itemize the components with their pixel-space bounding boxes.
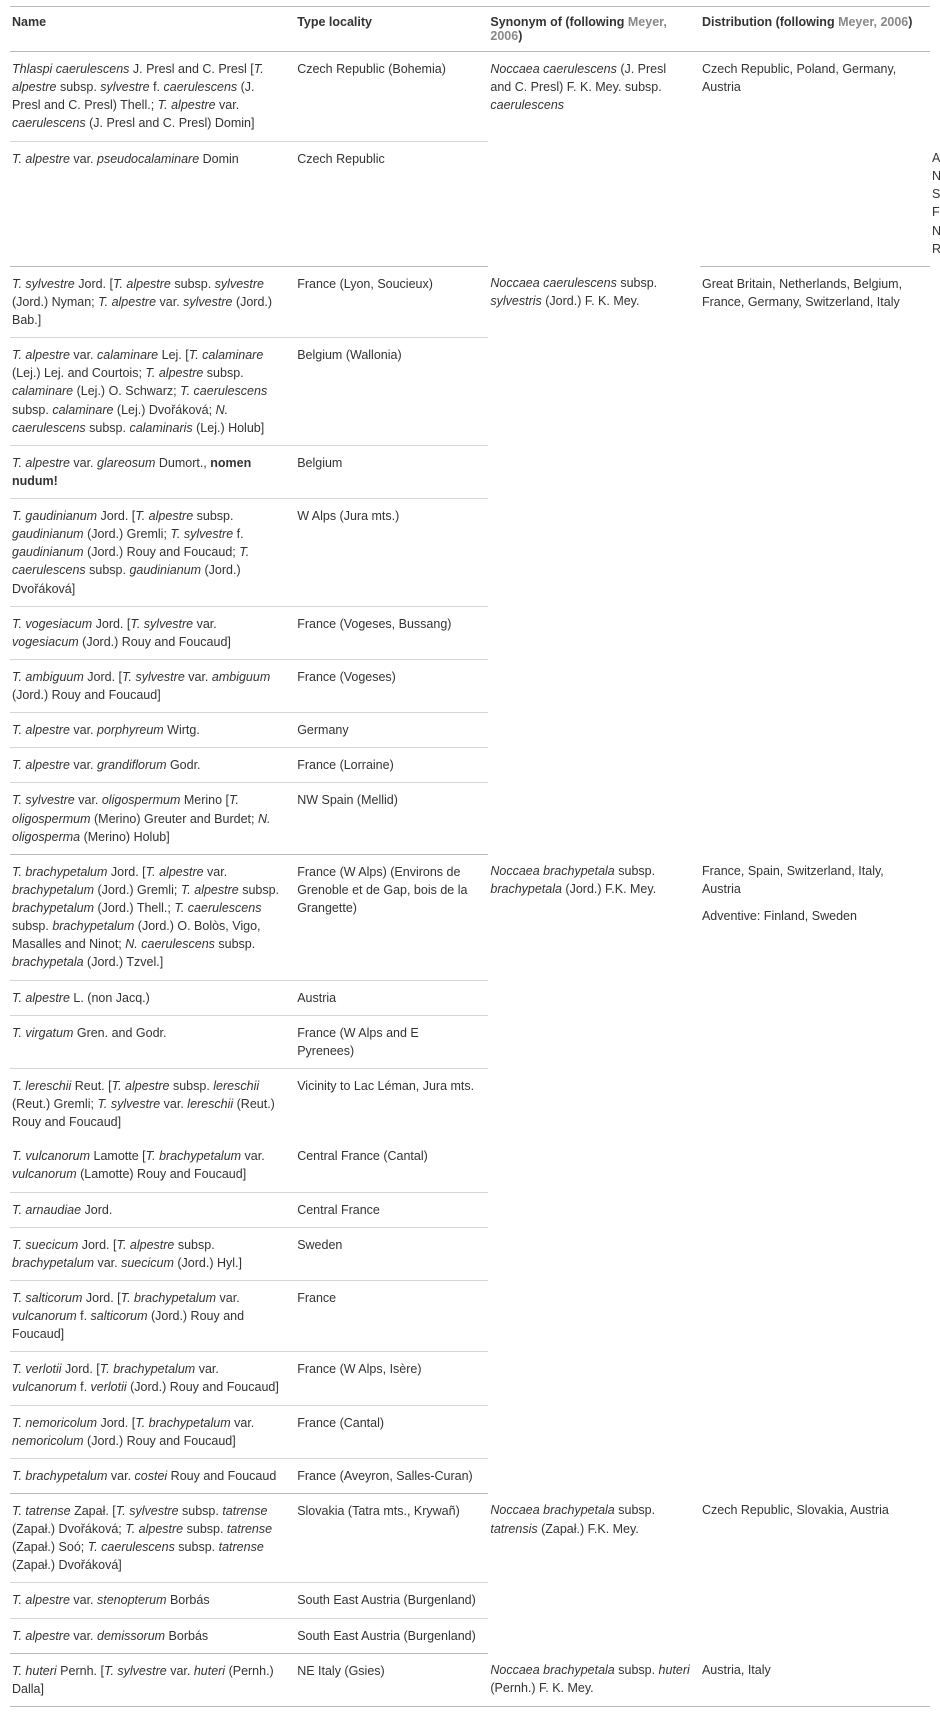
cell-name: T. brachypetalum var. costei Rouy and Fo… bbox=[10, 1458, 295, 1493]
cell-type-locality: France bbox=[295, 1280, 488, 1351]
cell-type-locality: Belgium (Wallonia) bbox=[295, 338, 488, 446]
cell-type-locality: NE Italy (Gsies) bbox=[295, 1653, 488, 1706]
cell-type-locality: NW Spain (Mellid) bbox=[295, 783, 488, 854]
cell-type-locality: Austria bbox=[295, 980, 488, 1015]
cell-name: T. salticorum Jord. [T. brachypetalum va… bbox=[10, 1280, 295, 1351]
header-synonym-prefix: Synonym of (following bbox=[490, 15, 628, 29]
cell-distribution: Czech Republic, Slovakia, Austria bbox=[700, 1493, 930, 1653]
cell-type-locality: France (W Alps and E Pyrenees) bbox=[295, 1015, 488, 1068]
header-distribution-prefix: Distribution (following bbox=[702, 15, 838, 29]
cell-type-locality: France (W Alps, Isère) bbox=[295, 1352, 488, 1405]
cell-type-locality: Slovakia (Tatra mts., Krywañ) bbox=[295, 1493, 488, 1583]
cell-name: T. nemoricolum Jord. [T. brachypetalum v… bbox=[10, 1405, 295, 1458]
cell-name: T. gaudinianum Jord. [T. alpestre subsp.… bbox=[10, 499, 295, 607]
header-distribution: Distribution (following Meyer, 2006) bbox=[700, 7, 930, 52]
cell-name: T. alpestre var. grandiflorum Godr. bbox=[10, 748, 295, 783]
header-synonym-suffix: ) bbox=[518, 29, 522, 43]
cell-type-locality: France (Lyon, Soucieux) bbox=[295, 266, 488, 337]
table-row: T. sylvestre Jord. [T. alpestre subsp. s… bbox=[10, 266, 930, 337]
cell-name: T. suecicum Jord. [T. alpestre subsp. br… bbox=[10, 1227, 295, 1280]
cell-name: T. vulcanorum Lamotte [T. brachypetalum … bbox=[10, 1139, 295, 1192]
table-header-row: Name Type locality Synonym of (following… bbox=[10, 7, 930, 52]
cell-name: T. alpestre var. glareosum Dumort., nome… bbox=[10, 445, 295, 498]
cell-synonym: Noccaea brachypetala subsp. huteri (Pern… bbox=[488, 1653, 700, 1706]
table-row: T. tatrense Zapał. [T. sylvestre subsp. … bbox=[10, 1493, 930, 1583]
cell-type-locality: France (Vogeses, Bussang) bbox=[295, 606, 488, 659]
cell-name: T. brachypetalum Jord. [T. alpestre var.… bbox=[10, 854, 295, 980]
table-row: Thlaspi caerulescens J. Presl and C. Pre… bbox=[10, 52, 930, 142]
cell-type-locality: France (Cantal) bbox=[295, 1405, 488, 1458]
cell-name: Thlaspi caerulescens J. Presl and C. Pre… bbox=[10, 52, 295, 142]
cell-name: T. sylvestre Jord. [T. alpestre subsp. s… bbox=[10, 266, 295, 337]
meyer-2006-link[interactable]: Meyer, 2006 bbox=[838, 15, 908, 29]
cell-name: T. alpestre var. pseudocalaminare Domin bbox=[10, 141, 295, 266]
cell-type-locality: Vicinity to Lac Léman, Jura mts. bbox=[295, 1068, 488, 1139]
cell-type-locality: France (Vogeses) bbox=[295, 659, 488, 712]
cell-synonym: Noccaea brachypetala subsp. tatrensis (Z… bbox=[488, 1493, 700, 1653]
cell-type-locality: France (Aveyron, Salles-Curan) bbox=[295, 1458, 488, 1493]
cell-name: T. arnaudiae Jord. bbox=[10, 1192, 295, 1227]
header-synonym: Synonym of (following Meyer, 2006) bbox=[488, 7, 700, 52]
cell-synonym: Noccaea caerulescens subsp. sylvestris (… bbox=[488, 266, 700, 854]
cell-distribution: Great Britain, Netherlands, Belgium, Fra… bbox=[700, 266, 930, 854]
cell-name: T. lereschii Reut. [T. alpestre subsp. l… bbox=[10, 1068, 295, 1139]
cell-type-locality: Czech Republic (Bohemia) bbox=[295, 52, 488, 142]
cell-synonym: Noccaea brachypetala subsp. brachypetala… bbox=[488, 854, 700, 1493]
cell-type-locality: France (Lorraine) bbox=[295, 748, 488, 783]
cell-name: T. huteri Pernh. [T. sylvestre var. hute… bbox=[10, 1653, 295, 1706]
cell-type-locality: Central France (Cantal) bbox=[295, 1139, 488, 1192]
cell-distribution: France, Spain, Switzerland, Italy, Austr… bbox=[700, 854, 930, 1493]
cell-name: T. alpestre var. demissorum Borbás bbox=[10, 1618, 295, 1653]
cell-type-locality: South East Austria (Burgenland) bbox=[295, 1618, 488, 1653]
table-row: T. huteri Pernh. [T. sylvestre var. hute… bbox=[10, 1653, 930, 1706]
cell-type-locality: Belgium bbox=[295, 445, 488, 498]
cell-type-locality: Sweden bbox=[295, 1227, 488, 1280]
header-name: Name bbox=[10, 7, 295, 52]
taxonomy-table: Name Type locality Synonym of (following… bbox=[10, 6, 930, 1707]
cell-name: T. ambiguum Jord. [T. sylvestre var. amb… bbox=[10, 659, 295, 712]
header-distribution-suffix: ) bbox=[908, 15, 912, 29]
cell-type-locality: South East Austria (Burgenland) bbox=[295, 1583, 488, 1618]
cell-synonym: Noccaea caerulescens (J. Presl and C. Pr… bbox=[488, 52, 700, 267]
cell-type-locality: Germany bbox=[295, 713, 488, 748]
cell-name: T. vogesiacum Jord. [T. sylvestre var. v… bbox=[10, 606, 295, 659]
cell-name: T. alpestre var. porphyreum Wirtg. bbox=[10, 713, 295, 748]
cell-name: T. alpestre var. stenopterum Borbás bbox=[10, 1583, 295, 1618]
cell-name: T. alpestre L. (non Jacq.) bbox=[10, 980, 295, 1015]
table-row: T. alpestre var. pseudocalaminare DominC… bbox=[10, 141, 930, 266]
cell-name: T. tatrense Zapał. [T. sylvestre subsp. … bbox=[10, 1493, 295, 1583]
cell-type-locality: Central France bbox=[295, 1192, 488, 1227]
cell-distribution: Austria, Italy bbox=[700, 1653, 930, 1706]
cell-type-locality: W Alps (Jura mts.) bbox=[295, 499, 488, 607]
cell-name: T. alpestre var. calaminare Lej. [T. cal… bbox=[10, 338, 295, 446]
table-row: T. brachypetalum Jord. [T. alpestre var.… bbox=[10, 854, 930, 980]
cell-name: T. verlotii Jord. [T. brachypetalum var.… bbox=[10, 1352, 295, 1405]
header-type-locality: Type locality bbox=[295, 7, 488, 52]
cell-type-locality: France (W Alps) (Environs de Grenoble et… bbox=[295, 854, 488, 980]
cell-name: T. virgatum Gren. and Godr. bbox=[10, 1015, 295, 1068]
cell-name: T. sylvestre var. oligospermum Merino [T… bbox=[10, 783, 295, 854]
cell-type-locality: Czech Republic bbox=[295, 141, 488, 266]
cell-distribution: Czech Republic, Poland, Germany, Austria bbox=[700, 52, 930, 142]
cell-synonym-empty bbox=[700, 141, 930, 266]
